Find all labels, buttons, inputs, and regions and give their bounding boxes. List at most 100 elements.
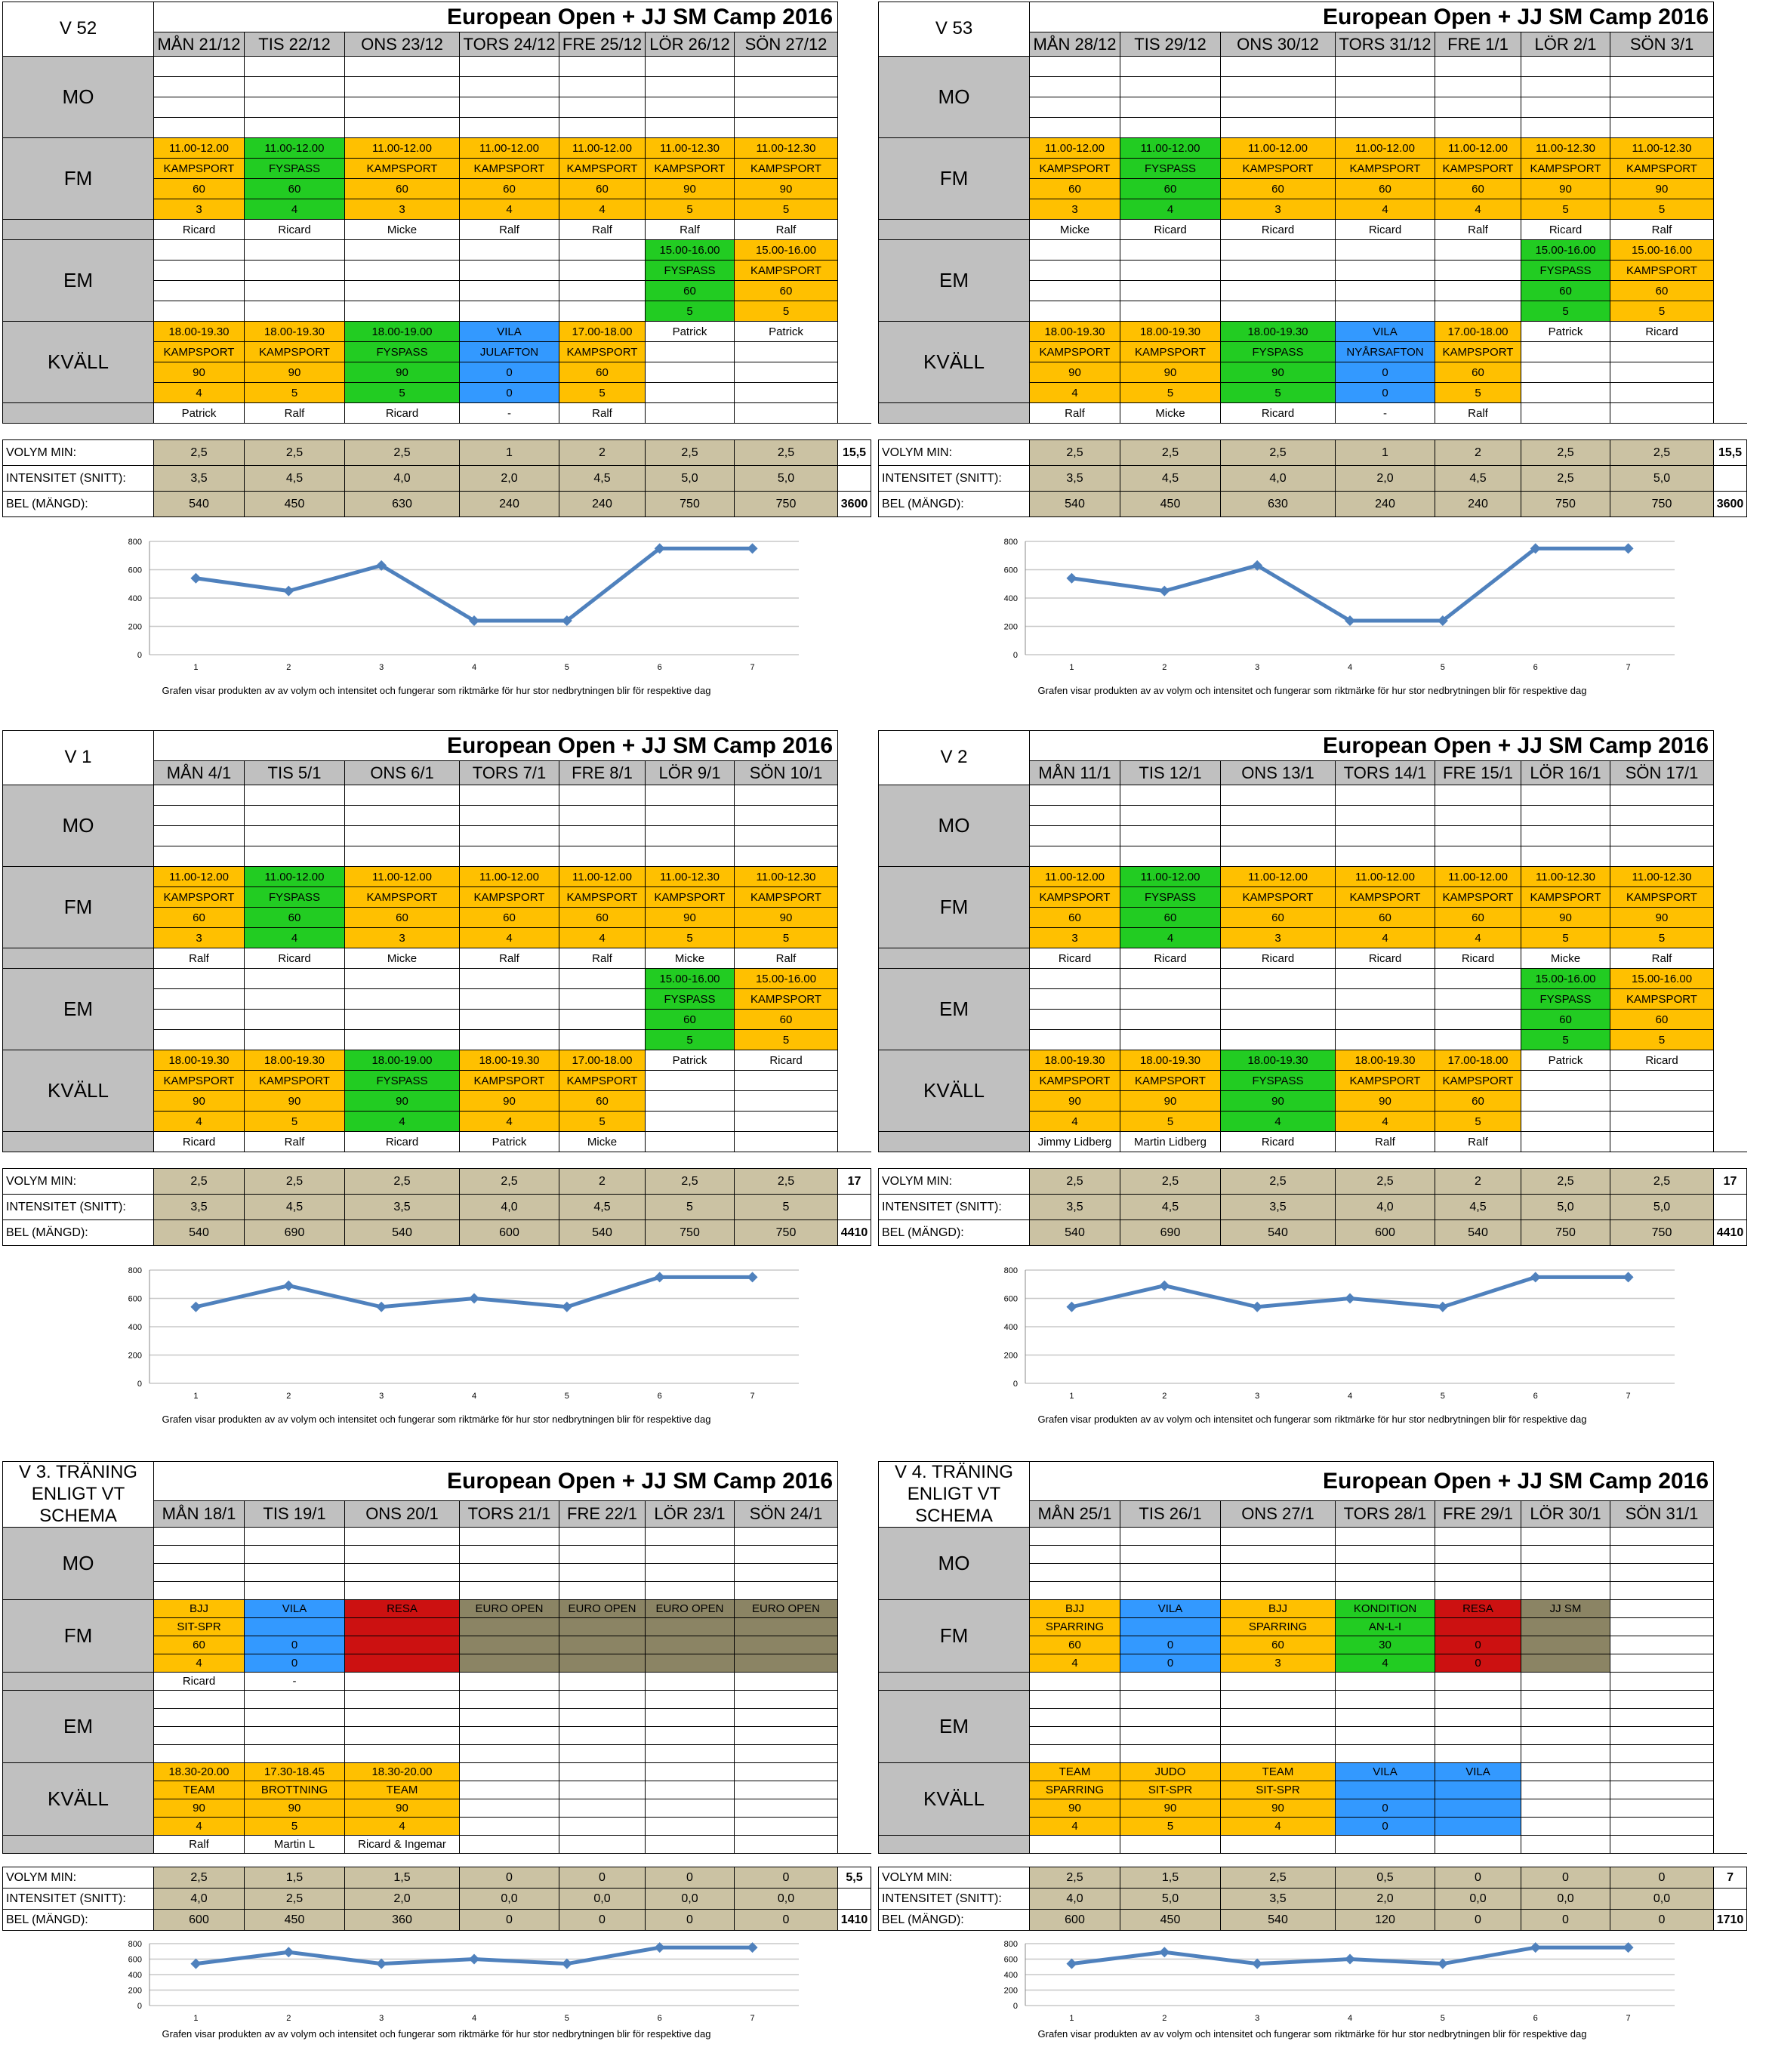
block-label-em: EM [878, 1690, 1030, 1764]
data-point [469, 1293, 479, 1304]
session-cell: VILA [459, 321, 559, 342]
session-cell [153, 1527, 245, 1546]
block-label-fm: FM [878, 137, 1030, 220]
x-tick-label: 2 [286, 1392, 291, 1401]
session-cell [1435, 1563, 1521, 1583]
session-cell [1609, 1581, 1715, 1601]
session-cell [1609, 76, 1715, 97]
session-cell: 11.00-12.00 [153, 137, 245, 159]
session-cell: 90 [1609, 907, 1715, 928]
block-label-kvall: KVÄLL [2, 1050, 154, 1132]
leader-cell: Ralf [1609, 219, 1715, 240]
session-cell: KAMPSPORT [1220, 158, 1336, 179]
session-cell [1220, 1545, 1336, 1565]
session-cell [459, 1708, 559, 1728]
stat-value: 5,0 [1521, 1194, 1610, 1220]
session-cell [1335, 76, 1435, 97]
session-cell: KAMPSPORT [1220, 886, 1336, 908]
session-cell [344, 260, 460, 281]
session-cell [459, 1799, 559, 1818]
session-cell: 5 [1609, 1029, 1715, 1050]
stat-value: 750 [1609, 1219, 1715, 1246]
block-label-em: EM [878, 968, 1030, 1050]
data-point [190, 572, 202, 584]
session-cell [1029, 117, 1120, 138]
leader-cell [559, 1835, 646, 1855]
x-tick-label: 7 [750, 2014, 755, 2023]
session-cell [1521, 76, 1610, 97]
session-cell: KAMPSPORT [1335, 886, 1435, 908]
session-cell: 15.00-16.00 [645, 239, 735, 261]
session-cell [559, 1617, 646, 1637]
session-cell [1521, 1744, 1610, 1764]
session-cell [244, 1726, 345, 1746]
session-cell: 3 [1220, 199, 1336, 220]
session-cell: 5 [1120, 382, 1221, 403]
session-cell: 60 [459, 907, 559, 928]
session-cell [1609, 362, 1715, 383]
session-cell: 3 [1029, 927, 1120, 948]
session-cell: 15.00-16.00 [733, 239, 839, 261]
session-cell [1029, 239, 1120, 261]
session-cell [459, 117, 559, 138]
session-cell: 18.00-19.30 [153, 321, 245, 342]
y-tick-label: 0 [1013, 651, 1018, 660]
day-header: ONS 23/12 [344, 32, 460, 57]
stat-value: 2,5 [344, 439, 460, 466]
x-tick-label: 4 [1348, 2014, 1352, 2023]
session-cell: 3 [344, 199, 460, 220]
stat-value: 5 [733, 1194, 839, 1220]
session-cell: 15.00-16.00 [1609, 968, 1715, 989]
session-cell [459, 1744, 559, 1764]
session-cell [559, 97, 646, 118]
stat-label-intensitet: INTENSITET (SNITT): [2, 465, 154, 492]
stat-value: 5,0 [733, 465, 839, 492]
day-header: LÖR 26/12 [645, 32, 735, 57]
stat-label-intensitet: INTENSITET (SNITT): [878, 465, 1030, 492]
session-cell [153, 56, 245, 77]
session-cell [559, 76, 646, 97]
leader-cell [459, 1672, 559, 1691]
leader-cell: Ralf [1435, 1131, 1521, 1152]
day-header: LÖR 2/1 [1521, 32, 1610, 57]
session-cell [1029, 1563, 1120, 1583]
block-label-fm: FM [878, 1599, 1030, 1673]
session-cell: 11.00-12.00 [1335, 866, 1435, 887]
x-tick-label: 7 [750, 663, 755, 672]
stat-value: 4,5 [1120, 465, 1221, 492]
session-cell: 11.00-12.30 [1521, 137, 1610, 159]
x-tick-label: 2 [1162, 663, 1166, 672]
session-cell: 17.00-18.00 [1435, 1050, 1521, 1071]
leader-cell: Martin L [244, 1835, 345, 1855]
session-cell: 11.00-12.00 [344, 137, 460, 159]
session-cell [559, 260, 646, 281]
stat-total: 5,5 [837, 1867, 872, 1889]
session-cell [1220, 1690, 1336, 1710]
stat-value: 0 [645, 1909, 735, 1932]
session-cell [1335, 1690, 1435, 1710]
stat-value: 2,5 [1609, 439, 1715, 466]
session-cell: KAMPSPORT [1609, 886, 1715, 908]
session-cell [153, 805, 245, 826]
chart-caption: Grafen visar produkten av av volym och i… [1037, 685, 1587, 696]
stat-value: 0,0 [459, 1888, 559, 1910]
session-cell: 5 [1521, 1029, 1610, 1050]
data-point [747, 543, 758, 554]
session-cell [459, 301, 559, 322]
x-tick-label: 6 [658, 1392, 662, 1401]
x-tick-label: 1 [193, 1392, 198, 1401]
session-cell [559, 1654, 646, 1673]
session-cell: 4 [559, 199, 646, 220]
leader-cell: Ricard [1120, 219, 1221, 240]
stat-value: 2,5 [1609, 1168, 1715, 1195]
session-cell [733, 117, 839, 138]
y-tick-label: 400 [1004, 594, 1018, 603]
session-cell [344, 785, 460, 806]
x-tick-label: 2 [1162, 1392, 1166, 1401]
block-label-em: EM [878, 239, 1030, 322]
stat-value: 2,5 [733, 439, 839, 466]
leader-cell: Ralf [733, 219, 839, 240]
session-cell: KAMPSPORT [344, 158, 460, 179]
session-cell [1435, 988, 1521, 1010]
session-cell: KAMPSPORT [153, 886, 245, 908]
